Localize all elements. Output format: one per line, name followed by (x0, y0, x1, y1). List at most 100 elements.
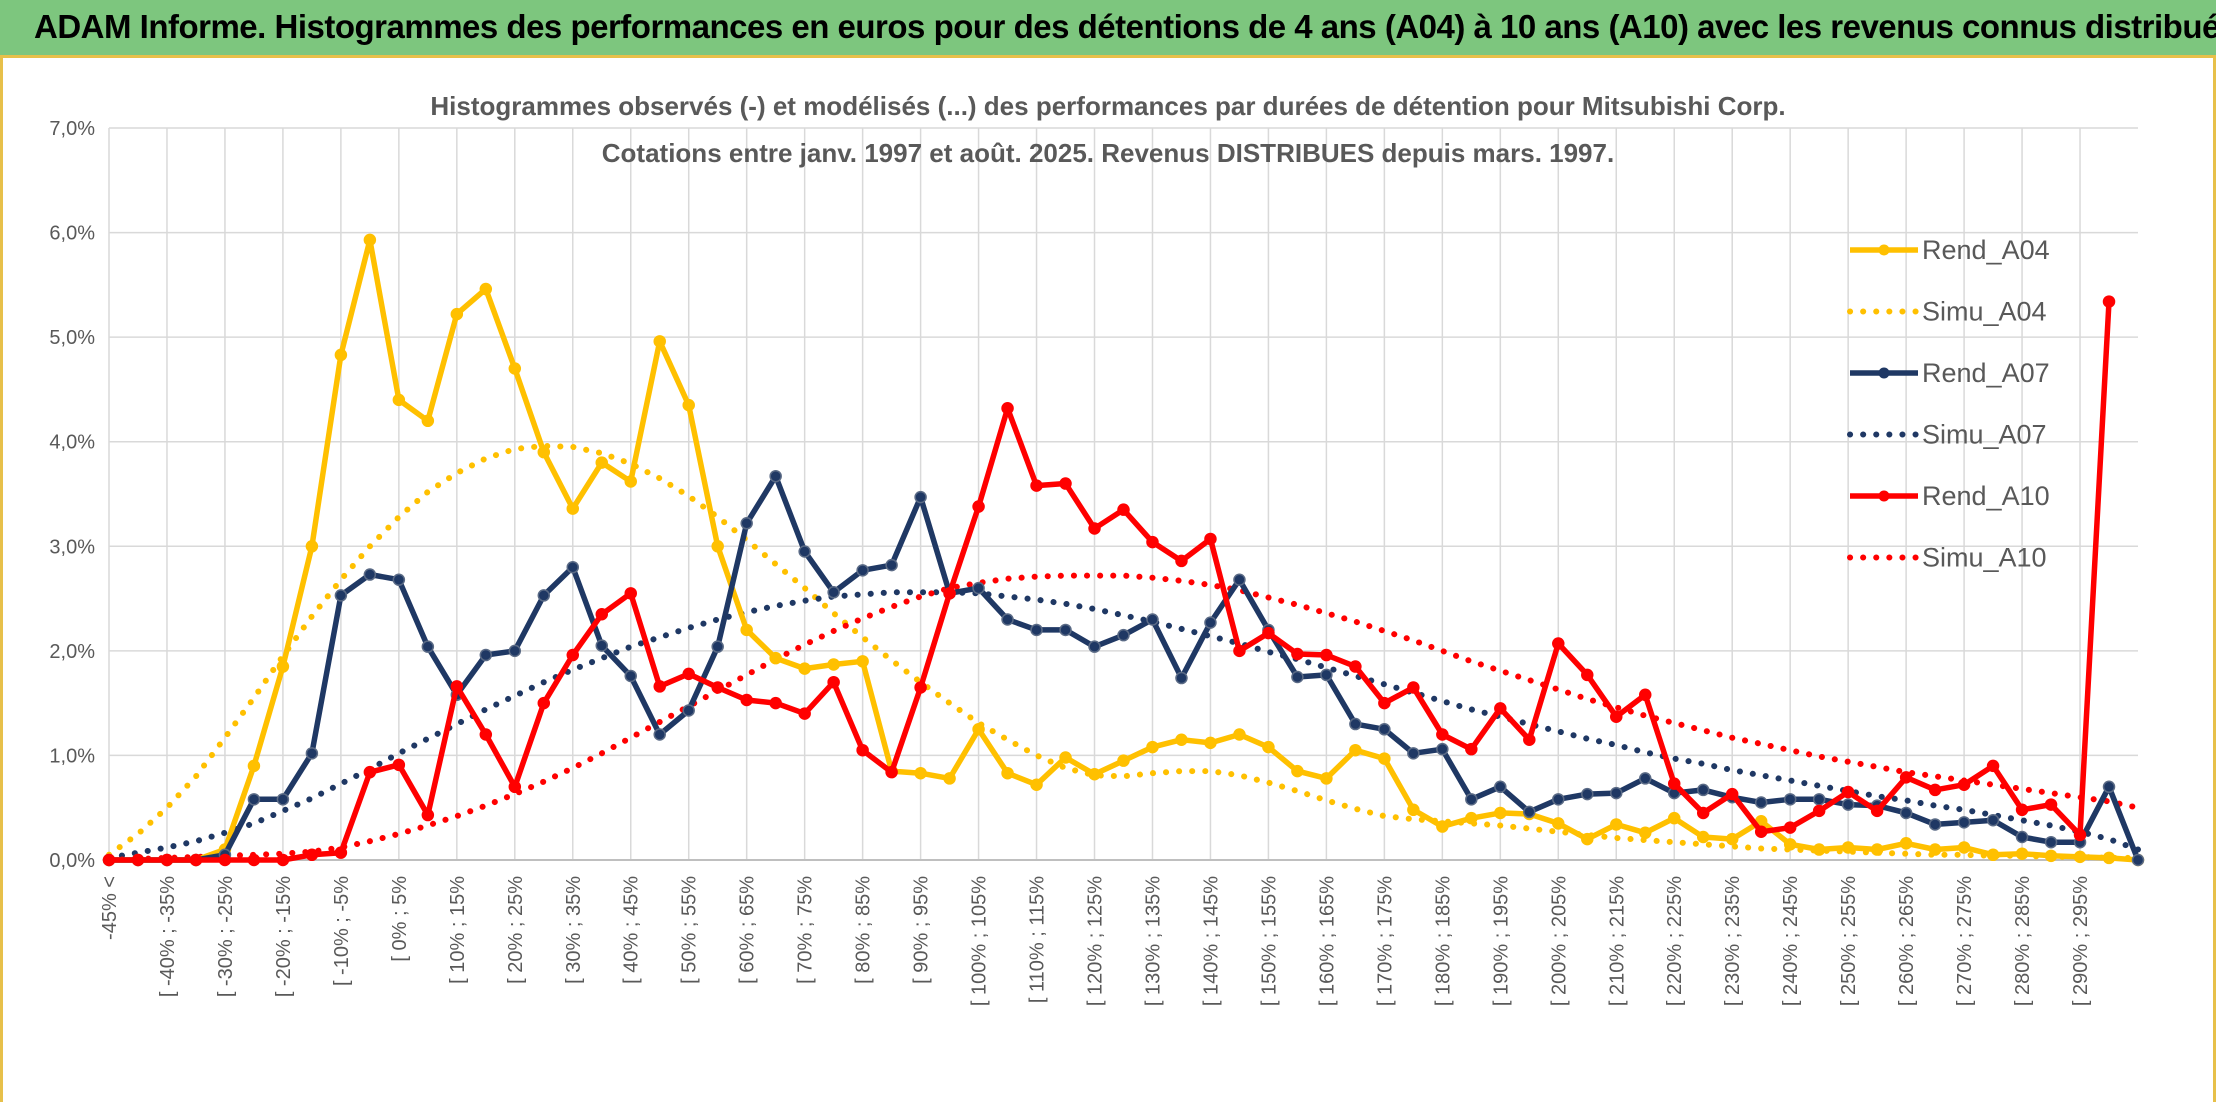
data-point (305, 747, 319, 760)
legend-item-Simu_A07: Simu_A07 (1847, 420, 2047, 450)
data-point (1378, 752, 1391, 765)
data-point (1117, 754, 1130, 767)
legend: Rend_A04 Simu_A04 Rend_A07 Simu_A07 Rend_A10… (1847, 235, 2050, 573)
data-point (1812, 793, 1826, 806)
data-point (1233, 728, 1246, 741)
data-point (1986, 848, 2000, 862)
x-tick-label: [ -40% ; -35% (157, 876, 179, 997)
data-point (914, 681, 927, 694)
data-point (1001, 613, 1014, 626)
data-point (653, 728, 666, 741)
data-point (218, 853, 232, 867)
data-point (885, 558, 898, 572)
data-point (566, 648, 580, 662)
x-tick-label: [ 190% ; 195% (1490, 876, 1512, 1006)
data-point (334, 348, 348, 362)
legend-label: Simu_A04 (1922, 297, 2047, 327)
data-point (653, 335, 666, 348)
data-point (2102, 295, 2116, 308)
data-point (421, 640, 435, 653)
y-tick-label: 2,0% (49, 641, 95, 663)
x-tick-label: [ 140% ; 145% (1200, 876, 1222, 1006)
data-point (1552, 793, 1565, 806)
series-Simu_A10 (106, 572, 2141, 863)
x-tick-label: [ 230% ; 235% (1722, 876, 1744, 1006)
data-point (2131, 853, 2145, 867)
data-point (1812, 804, 1826, 818)
data-point (827, 658, 840, 671)
data-point (1667, 811, 1681, 825)
data-point (1870, 843, 1884, 856)
data-point (508, 362, 522, 375)
data-point (1494, 780, 1507, 794)
data-point (1320, 772, 1333, 785)
y-tick-label: 7,0% (49, 118, 95, 140)
data-point (1696, 830, 1710, 844)
series-line-Rend_A04 (109, 237, 2139, 863)
x-tick-label: [ 110% ; 115% (1027, 876, 1049, 1003)
data-point (1059, 751, 1072, 764)
x-tick-label: [ 90% ; 95% (911, 876, 933, 984)
x-tick-label: [ 120% ; 125% (1085, 876, 1107, 1006)
x-tick-label: [ 20% ; 25% (505, 876, 527, 984)
data-point (1638, 772, 1652, 785)
data-point (276, 793, 290, 806)
data-point (769, 651, 782, 665)
x-tick-label: [ 280% ; 285% (2012, 876, 2034, 1006)
data-point (131, 853, 145, 867)
x-tick-label: [ 250% ; 255% (1838, 876, 1860, 1006)
data-point (798, 545, 811, 558)
data-point (1638, 688, 1652, 702)
chart-frame (0, 58, 2216, 1102)
x-tick-label: [ 200% ; 205% (1548, 876, 1570, 1006)
data-point (856, 743, 869, 757)
data-point (2073, 828, 2087, 842)
data-point (1204, 616, 1217, 629)
data-point (1494, 702, 1507, 715)
data-point (1088, 522, 1101, 535)
data-point (972, 500, 985, 513)
data-point (363, 765, 377, 779)
data-point (1436, 820, 1449, 833)
data-point (1407, 747, 1420, 760)
y-tick-label: 0,0% (49, 850, 95, 872)
data-point (247, 793, 261, 806)
data-point (1725, 832, 1739, 846)
legend-marker (1878, 490, 1890, 502)
axis-layer: 0,0% 1,0% 2,0% 3,0% 4,0% 5,0% 6,0% 7,0% -45% < [ … (49, 118, 2138, 1006)
data-point (740, 517, 753, 530)
data-point (2073, 850, 2087, 864)
series-Rend_A10 (102, 295, 2116, 867)
data-point (1928, 818, 1942, 831)
data-point (943, 772, 956, 785)
data-point (1783, 838, 1797, 851)
data-point (1175, 733, 1188, 746)
data-point (827, 586, 840, 599)
x-tick-label: [ 130% ; 135% (1142, 876, 1164, 1006)
x-tick-label: [ 100% ; 105% (969, 876, 991, 1006)
data-point (1349, 717, 1362, 731)
legend-item-Rend_A10: Rend_A10 (1850, 481, 2050, 511)
data-point (363, 568, 377, 581)
data-point (914, 766, 927, 780)
data-point (798, 707, 811, 720)
data-point (1581, 787, 1594, 801)
data-point (1465, 742, 1478, 756)
data-point (1175, 554, 1188, 568)
data-point (1610, 710, 1623, 723)
legend-item-Rend_A07: Rend_A07 (1850, 358, 2050, 388)
data-point (1783, 793, 1797, 806)
data-point (1957, 841, 1971, 854)
data-point (1928, 843, 1942, 856)
data-point (1696, 806, 1710, 820)
data-point (1291, 764, 1304, 778)
data-point (1552, 817, 1565, 830)
data-point (1233, 573, 1246, 586)
x-tick-label: [ 70% ; 75% (795, 876, 817, 984)
data-point (972, 723, 985, 736)
data-point (1001, 766, 1014, 780)
data-point (392, 393, 406, 407)
data-point (1928, 783, 1942, 797)
data-point (1754, 796, 1768, 809)
